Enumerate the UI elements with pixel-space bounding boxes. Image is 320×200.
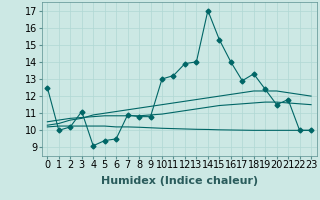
X-axis label: Humidex (Indice chaleur): Humidex (Indice chaleur) [100, 176, 258, 186]
